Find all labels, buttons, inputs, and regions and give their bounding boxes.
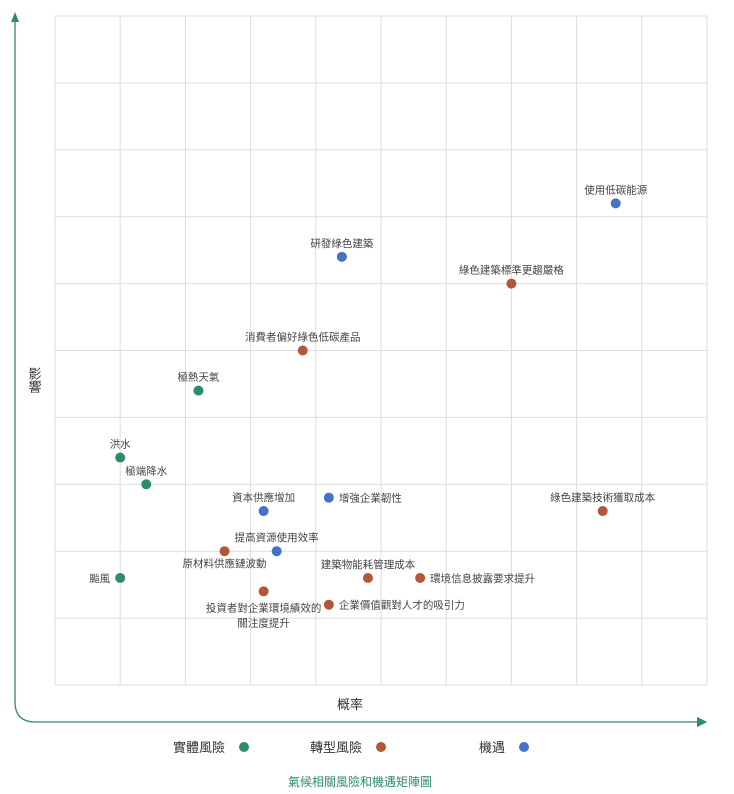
data-point — [362, 572, 373, 583]
legend-marker — [376, 742, 386, 752]
chart-title: 氣候相關風險和機遇矩陣圖 — [288, 774, 432, 789]
data-point — [193, 385, 204, 396]
data-point-label: 洪水 — [110, 439, 131, 451]
y-axis-arrow — [14, 22, 708, 728]
data-point — [297, 345, 308, 356]
data-point-label: 消費者偏好綠色低碳產品 — [245, 331, 361, 344]
data-point — [323, 492, 334, 503]
data-point — [115, 452, 126, 463]
data-point-label: 颱風 — [89, 573, 110, 585]
y-axis-arrowhead — [11, 12, 19, 22]
legend-marker — [239, 742, 249, 752]
data-point-label: 綠色建築標準更趨嚴格 — [459, 264, 564, 277]
data-point-label: 使用低碳能源 — [584, 183, 647, 196]
data-point-label: 極熱天氣 — [177, 371, 219, 384]
data-point — [610, 198, 621, 209]
data-point — [415, 572, 426, 583]
data-point — [271, 546, 282, 557]
data-point-label: 增強企業韌性 — [339, 492, 402, 505]
data-point — [115, 572, 126, 583]
data-point-label: 投資者對企業環境績效的關注度提升 — [206, 601, 322, 629]
x-axis-title: 概率 — [337, 697, 363, 713]
y-axis-title: 影響 — [26, 367, 42, 393]
legend-marker — [519, 742, 529, 752]
data-point — [597, 506, 608, 517]
data-point-label: 綠色建築技術獲取成本 — [550, 491, 655, 504]
data-point — [506, 278, 517, 289]
data-point-label: 原材料供應鏈波動 — [183, 557, 267, 570]
grid — [54, 15, 708, 686]
legend-label: 機遇 — [479, 741, 505, 756]
data-point — [141, 479, 152, 490]
data-point-label: 極端降水 — [125, 464, 167, 477]
data-point — [336, 251, 347, 262]
data-point-label: 建築物能耗管理成本 — [321, 558, 416, 571]
legend-label: 實體風險 — [173, 740, 225, 756]
data-point-label: 研發綠色建築 — [310, 237, 373, 250]
data-point — [219, 546, 230, 557]
data-point — [258, 506, 269, 517]
data-point-label: 資本供應增加 — [232, 491, 295, 504]
data-point-label: 環境信息披露要求提升 — [430, 572, 535, 585]
data-point — [258, 586, 269, 597]
legend: 實體風險 轉型風險 機遇 — [173, 740, 529, 756]
data-point-label: 提高資源使用效率 — [235, 531, 319, 544]
data-point — [323, 599, 334, 610]
legend-label: 轉型風險 — [310, 741, 362, 756]
data-point-label: 企業價值觀對人才的吸引力 — [339, 599, 465, 612]
